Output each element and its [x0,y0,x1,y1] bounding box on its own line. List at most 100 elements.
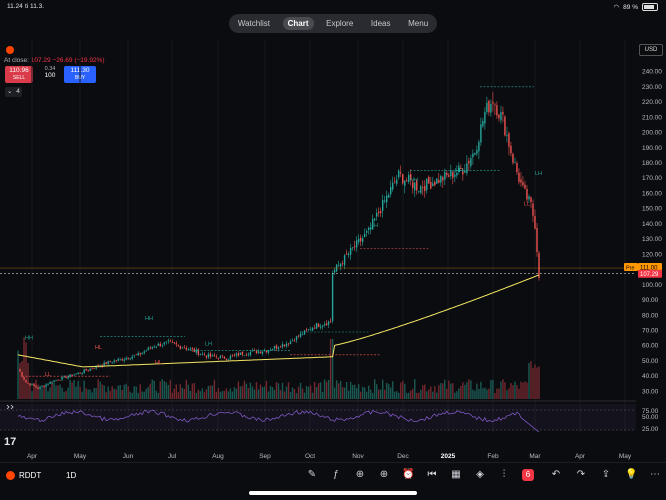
redo-icon[interactable]: ↷ [576,469,586,480]
price-tick: 210.00 [642,114,662,121]
share-icon[interactable]: ⇪ [601,469,611,480]
time-tick: Feb [487,453,499,460]
volume-bar [239,386,242,399]
chart-type-icon[interactable]: ⫶ [502,469,506,480]
templates-icon[interactable]: ▦ [451,469,461,480]
tab-menu[interactable]: Menu [408,19,429,28]
volume-bar [271,387,274,399]
volume-bar [388,384,390,399]
ideas-icon[interactable]: 💡 [625,469,638,480]
indicators-icon[interactable]: ƒ [333,469,339,480]
sell-button[interactable]: 110.96 SELL [5,66,33,83]
at-close-label: At close: [4,57,29,64]
volume-bar [474,390,476,399]
volume-bar [251,386,254,399]
volume-bar [191,383,194,399]
compare-icon[interactable]: ⊕ [355,469,365,480]
last-price: 107.29 [640,272,659,278]
time-tick: Mar [529,453,541,460]
tab-watchlist[interactable]: Watchlist [237,19,270,28]
candle-body [35,385,37,388]
pivot-label: HL [95,345,102,351]
undo-icon[interactable]: ↶ [551,469,561,480]
volume-bar [267,391,270,399]
volume-bar [377,389,380,399]
volume-bar [227,391,230,399]
add-icon[interactable]: ⊕ [379,469,389,480]
price-chart[interactable]: 240.00 230.00 220.00 210.00 200.00 190.00 180.… [0,0,666,462]
volume-bar [145,388,147,399]
volume-bar [375,384,378,399]
bottom-toolbar: RDDT 1D ✎ ƒ ⊕ ⊕ ⏰ ⏮ ▦ ◈ ⫶ 6 ↶ ↷ ⇪ 💡 ⋯ [0,462,666,487]
symbol-button[interactable]: RDDT [19,471,42,480]
tab-chart[interactable]: Chart [282,17,314,30]
time-tick: Jun [123,453,134,460]
volume-bar [149,383,151,399]
tab-explore[interactable]: Explore [326,19,354,28]
price-tick: 50.00 [642,358,659,365]
volume-bar [229,388,232,399]
candle-body [367,227,370,231]
status-date: ti 11.3. [25,3,45,10]
volume-bar [520,381,522,399]
price-tick: 30.00 [642,388,659,395]
candle-body [532,203,534,216]
volume-bar [325,381,328,399]
volume-bar [438,385,440,399]
spread-quantity[interactable]: 0.34 100 [40,66,60,79]
candle-body [223,356,226,359]
candle-body [153,346,155,348]
replay-icon[interactable]: ⏮ [427,469,437,480]
volume-bar [307,386,310,399]
volume-bar [225,388,228,399]
candle-body [59,380,61,381]
volume-bar [123,384,125,399]
volume-bar [390,387,392,399]
volume-bar [155,390,157,399]
volume-bar [371,392,374,399]
volume-bar [347,390,350,399]
candle-body [163,342,165,345]
volume-bar [241,385,244,399]
volume-bar [41,388,43,399]
volume-bar [135,386,137,399]
candle-body [492,101,494,104]
quantity-value: 100 [44,72,56,79]
volume-bar [165,382,167,399]
candle-body [187,349,190,351]
time-tick: Apr [575,453,586,460]
layers-icon[interactable]: ◈ [476,469,484,480]
candle-body [311,327,314,331]
indicator-toggle-button[interactable]: ⌄ 4 [5,87,22,97]
volume-bar [121,389,123,399]
volume-bar [526,382,528,399]
volume-bar [363,387,366,399]
volume-bar [432,391,434,399]
volume-bar [85,388,87,399]
price-tick: 200.00 [642,130,662,137]
at-close-change: −26.69 (−19.92%) [52,57,105,64]
trade-icon[interactable]: 6 [522,469,534,481]
time-tick: 2025 [441,453,456,460]
volume-bar [369,389,372,399]
currency-button[interactable]: USD [639,44,663,56]
candle-body [271,349,274,351]
pre-price-badge [638,263,662,272]
volume-bar [379,389,382,399]
tab-ideas[interactable]: Ideas [370,19,391,28]
pencil-icon[interactable]: ✎ [307,469,317,480]
candle-body [482,120,484,127]
more-icon[interactable]: ⋯ [650,469,660,480]
volume-bar [355,388,358,399]
interval-button[interactable]: 1D [66,471,77,480]
volume-bar [163,381,165,399]
candle-body [65,376,67,378]
volume-bar [157,392,159,399]
candle-body [438,179,440,184]
volume-bar [101,384,103,399]
candle-body [434,181,436,186]
candle-body [203,354,206,356]
volume-bar [125,383,127,399]
candle-body [450,170,452,176]
alert-clock-icon[interactable]: ⏰ [402,469,415,480]
